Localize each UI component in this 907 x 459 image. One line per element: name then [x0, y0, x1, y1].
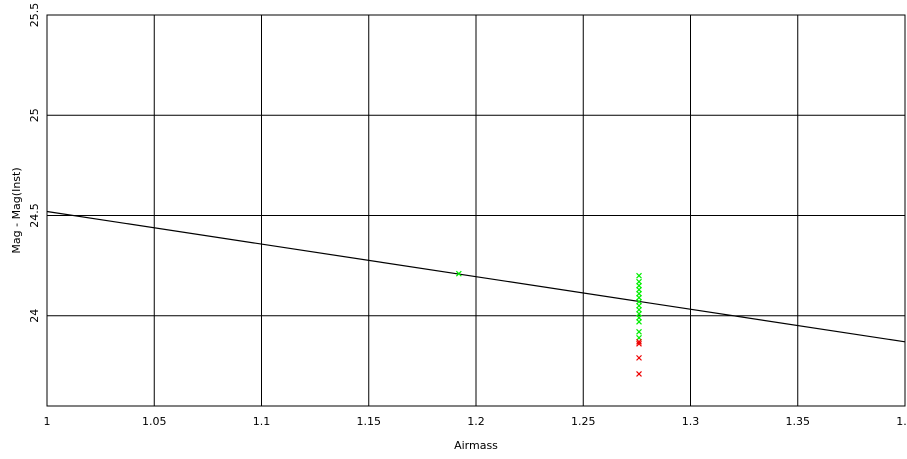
data-point	[636, 272, 642, 279]
x-tick-label: 1.1	[253, 415, 271, 428]
data-point	[455, 270, 462, 277]
x-tick-label: 1.3	[682, 415, 700, 428]
grid-lines	[46, 14, 906, 406]
data-point	[636, 340, 642, 347]
y-axis-title: Mag - Mag(Inst)	[10, 167, 23, 253]
y-tick-label: 24.5	[28, 203, 41, 228]
y-tick-label: 25.5	[28, 3, 41, 28]
data-point	[636, 318, 642, 325]
x-axis-title: Airmass	[454, 439, 498, 452]
x-tick-label: 1.25	[571, 415, 596, 428]
y-tick-label: 25	[28, 108, 41, 122]
x-axis-ticks: 1 1.05 1.1 1.15 1.2 1.25 1.3 1.35 1.4	[44, 415, 907, 428]
data-point	[636, 338, 642, 345]
fit-line	[46, 210, 906, 343]
fit-line-group	[46, 210, 906, 343]
x-tick-label: 1.35	[786, 415, 811, 428]
x-tick-label: 1.15	[357, 415, 382, 428]
x-tick-label: 1.2	[467, 415, 485, 428]
x-tick-label: 1.05	[142, 415, 167, 428]
data-point	[636, 354, 642, 361]
x-tick-label: 1.4	[896, 415, 907, 428]
y-tick-label: 24	[28, 309, 41, 323]
x-tick-label: 1	[44, 415, 51, 428]
data-point	[636, 370, 642, 377]
data-point	[636, 328, 642, 335]
data-points	[455, 270, 642, 377]
y-axis-ticks: 24 24.5 25 25.5	[28, 3, 41, 323]
